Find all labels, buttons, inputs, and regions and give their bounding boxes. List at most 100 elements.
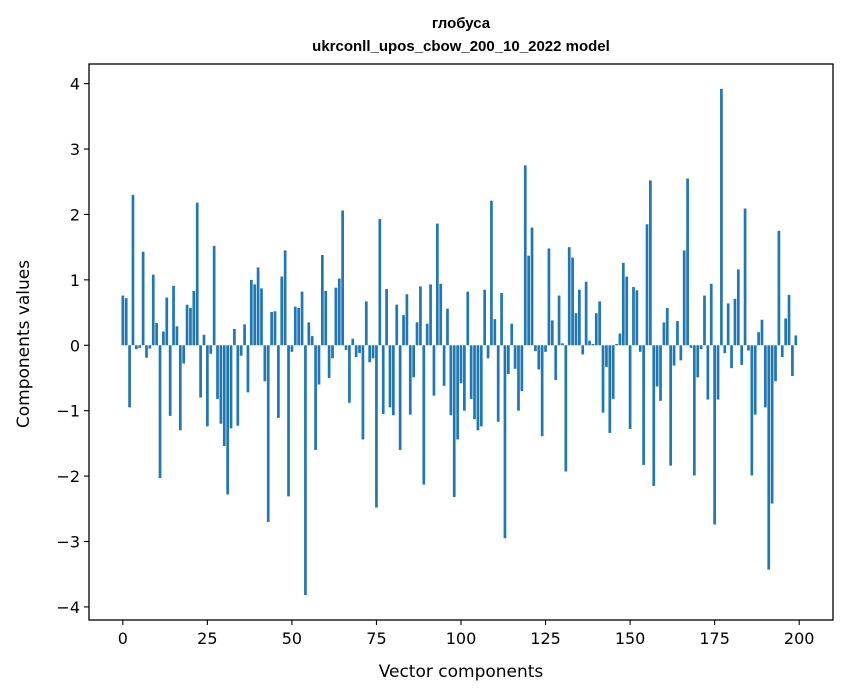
x-tick-label: 50 xyxy=(282,629,302,648)
bar xyxy=(483,289,487,346)
y-tick-label: 4 xyxy=(70,75,80,94)
y-tick-label: 0 xyxy=(70,336,80,355)
bar xyxy=(415,322,419,346)
bar xyxy=(733,298,737,346)
bar xyxy=(676,321,679,346)
bar xyxy=(791,345,794,377)
x-tick-label: 175 xyxy=(699,629,730,648)
bar xyxy=(513,345,517,369)
bar xyxy=(229,345,233,429)
x-tick-label: 150 xyxy=(615,629,646,648)
bar xyxy=(743,208,747,346)
bar xyxy=(463,345,466,411)
bar xyxy=(550,320,554,346)
bar xyxy=(277,345,280,418)
bar xyxy=(429,284,432,346)
bar xyxy=(124,298,128,346)
bar xyxy=(304,345,307,596)
bar xyxy=(777,230,781,346)
bar xyxy=(138,345,142,348)
bar xyxy=(720,88,723,346)
bar xyxy=(554,345,558,380)
bar xyxy=(780,345,784,358)
bar xyxy=(473,345,476,420)
bar xyxy=(195,202,199,346)
bar xyxy=(645,224,649,346)
bar xyxy=(158,345,162,479)
y-tick-label: −3 xyxy=(56,533,80,552)
bar xyxy=(466,291,470,346)
bar xyxy=(523,165,527,346)
bar xyxy=(260,288,263,346)
bar xyxy=(682,250,686,346)
bar xyxy=(297,307,301,346)
bar xyxy=(422,345,426,485)
bar xyxy=(557,295,561,346)
bar xyxy=(243,324,246,346)
bar xyxy=(351,338,355,346)
x-tick-label: 100 xyxy=(446,629,477,648)
y-tick-label: −4 xyxy=(56,598,80,617)
bar xyxy=(649,180,652,346)
bar xyxy=(361,345,365,440)
bar xyxy=(598,301,602,346)
bar xyxy=(392,345,395,416)
bar xyxy=(354,345,358,358)
bar xyxy=(344,345,348,350)
bar xyxy=(121,295,125,346)
bar xyxy=(381,345,385,414)
bar xyxy=(665,307,669,346)
bar xyxy=(655,345,659,387)
bar xyxy=(449,345,453,416)
bar xyxy=(192,290,196,346)
bar xyxy=(175,326,179,346)
bar xyxy=(270,311,273,346)
bar xyxy=(388,345,392,408)
x-tick-label: 0 xyxy=(118,629,128,648)
bar xyxy=(334,287,338,346)
y-tick-label: 3 xyxy=(70,140,80,159)
bar xyxy=(659,345,662,401)
bar xyxy=(764,345,767,408)
bar xyxy=(540,345,544,437)
bar xyxy=(128,345,131,408)
y-tick-label: −1 xyxy=(56,402,80,421)
x-axis-ticks: 0 25 50 75 100 125 150 175 200 xyxy=(118,620,814,648)
bar xyxy=(408,345,412,415)
chart-title: глобуса xyxy=(432,15,491,32)
bar xyxy=(172,285,175,346)
bar xyxy=(165,297,169,346)
bar xyxy=(226,345,230,495)
bar xyxy=(239,345,243,356)
bar xyxy=(151,274,155,346)
bar xyxy=(253,284,257,346)
bar xyxy=(300,291,304,346)
bar xyxy=(669,345,673,466)
bar xyxy=(638,345,642,352)
bar xyxy=(642,345,645,465)
bar xyxy=(581,345,585,355)
bar xyxy=(442,345,446,386)
y-tick-label: 2 xyxy=(70,205,80,224)
bar xyxy=(202,334,206,346)
bar xyxy=(432,345,436,396)
bar xyxy=(703,295,706,346)
bar xyxy=(479,345,483,427)
bar xyxy=(787,294,791,346)
bar xyxy=(249,279,253,346)
bar xyxy=(307,322,311,346)
bar xyxy=(615,343,618,346)
bar xyxy=(510,323,514,346)
bar xyxy=(500,292,503,346)
bar xyxy=(459,345,463,384)
bar xyxy=(692,345,696,476)
bar xyxy=(574,313,578,346)
bar xyxy=(385,289,388,346)
bar xyxy=(456,345,459,440)
bar xyxy=(747,345,750,351)
bar xyxy=(134,345,138,350)
bar xyxy=(283,250,287,346)
bar xyxy=(537,345,541,370)
